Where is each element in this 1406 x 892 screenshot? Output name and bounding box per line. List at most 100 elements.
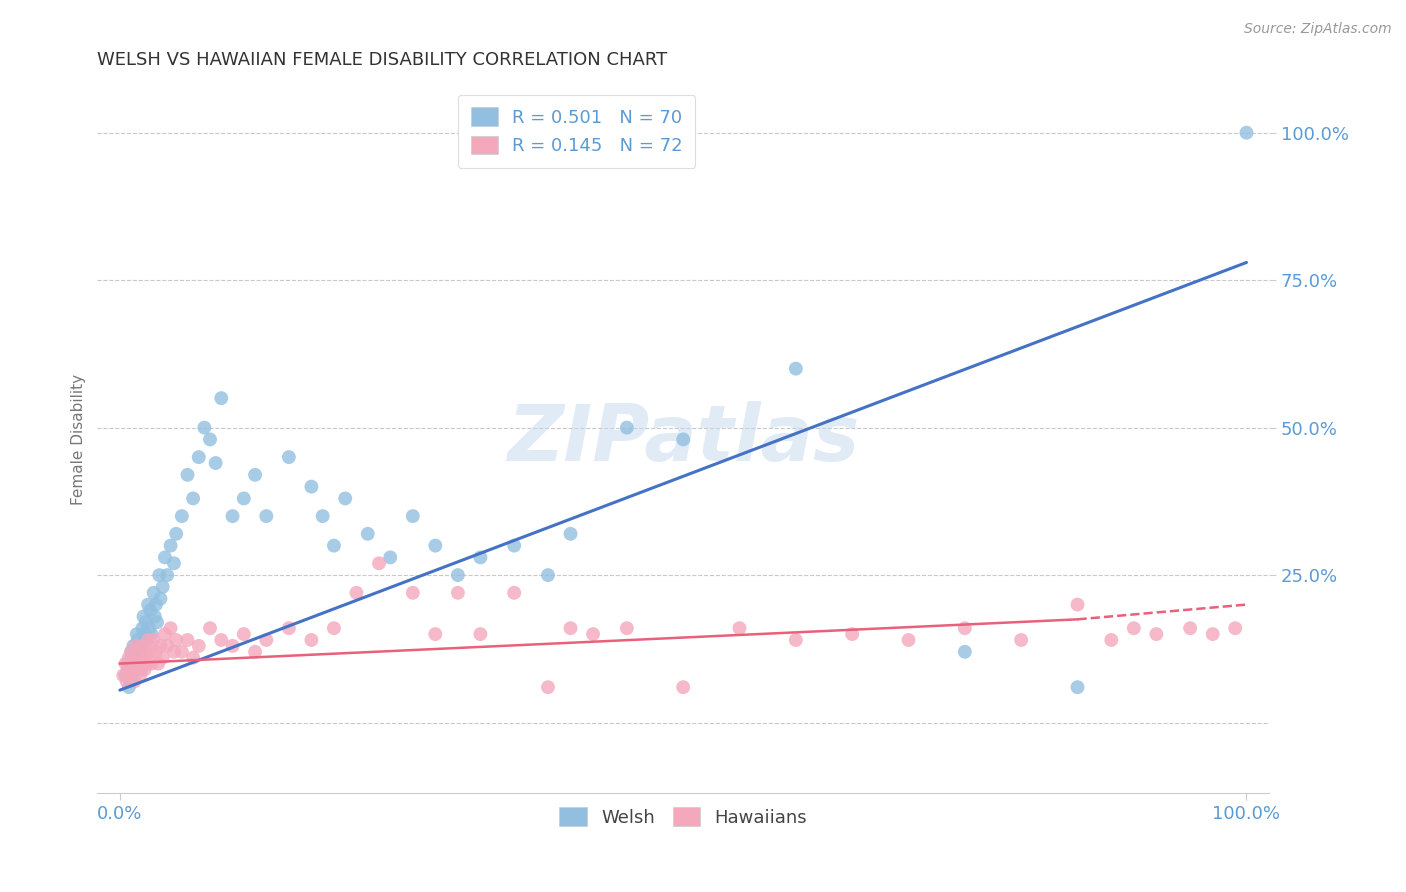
Point	[139, 645, 162, 659]
Point	[127, 632, 149, 647]
Point	[198, 621, 221, 635]
Point	[118, 680, 141, 694]
Point	[335, 491, 357, 506]
Point	[243, 645, 266, 659]
Point	[120, 663, 142, 677]
Point	[131, 621, 153, 635]
Point	[143, 609, 166, 624]
Point	[311, 509, 333, 524]
Point	[1178, 621, 1201, 635]
Y-axis label: Female Disability: Female Disability	[72, 374, 86, 505]
Point	[953, 621, 976, 635]
Point	[1010, 632, 1032, 647]
Point	[120, 645, 142, 659]
Point	[165, 526, 187, 541]
Point	[1066, 598, 1088, 612]
Point	[785, 361, 807, 376]
Point	[112, 668, 135, 682]
Point	[299, 632, 322, 647]
Point	[728, 621, 751, 635]
Point	[170, 509, 193, 524]
Point	[1099, 632, 1122, 647]
Point	[131, 639, 153, 653]
Legend: Welsh, Hawaiians: Welsh, Hawaiians	[553, 800, 814, 834]
Point	[125, 657, 148, 671]
Point	[142, 632, 165, 647]
Point	[163, 557, 186, 571]
Point	[221, 509, 243, 524]
Point	[139, 603, 162, 617]
Point	[136, 632, 159, 647]
Point	[346, 586, 368, 600]
Point	[138, 621, 160, 635]
Point	[425, 539, 447, 553]
Point	[672, 433, 695, 447]
Point	[153, 627, 176, 641]
Point	[148, 657, 170, 671]
Point	[176, 632, 198, 647]
Point	[425, 627, 447, 641]
Point	[470, 627, 492, 641]
Point	[380, 550, 402, 565]
Point	[129, 645, 152, 659]
Point	[537, 568, 560, 582]
Point	[136, 598, 159, 612]
Point	[616, 420, 638, 434]
Point	[146, 615, 169, 630]
Point	[142, 586, 165, 600]
Point	[149, 639, 172, 653]
Point	[129, 668, 152, 682]
Point	[193, 420, 215, 434]
Point	[135, 632, 157, 647]
Point	[1144, 627, 1167, 641]
Text: WELSH VS HAWAIIAN FEMALE DISABILITY CORRELATION CHART: WELSH VS HAWAIIAN FEMALE DISABILITY CORR…	[97, 51, 668, 69]
Point	[402, 586, 425, 600]
Point	[181, 491, 204, 506]
Point	[145, 645, 167, 659]
Point	[135, 657, 157, 671]
Point	[141, 657, 163, 671]
Point	[503, 539, 526, 553]
Point	[232, 627, 254, 641]
Point	[125, 627, 148, 641]
Point	[156, 639, 179, 653]
Point	[582, 627, 605, 641]
Point	[897, 632, 920, 647]
Point	[209, 632, 232, 647]
Point	[124, 674, 146, 689]
Point	[277, 450, 299, 464]
Point	[616, 621, 638, 635]
Point	[141, 627, 163, 641]
Point	[128, 657, 150, 671]
Point	[135, 645, 157, 659]
Point	[124, 639, 146, 653]
Point	[357, 526, 380, 541]
Point	[145, 598, 167, 612]
Point	[153, 550, 176, 565]
Point	[323, 539, 346, 553]
Point	[1236, 126, 1258, 140]
Point	[402, 509, 425, 524]
Point	[118, 663, 141, 677]
Point	[187, 639, 209, 653]
Point	[125, 650, 148, 665]
Point	[209, 391, 232, 405]
Point	[204, 456, 226, 470]
Point	[323, 621, 346, 635]
Point	[121, 663, 143, 677]
Point	[299, 480, 322, 494]
Point	[114, 668, 136, 682]
Point	[132, 650, 155, 665]
Point	[118, 650, 141, 665]
Point	[128, 663, 150, 677]
Point	[447, 586, 470, 600]
Point	[232, 491, 254, 506]
Point	[672, 680, 695, 694]
Point	[254, 509, 277, 524]
Point	[124, 657, 146, 671]
Point	[152, 650, 174, 665]
Text: ZIPatlas: ZIPatlas	[508, 401, 859, 477]
Point	[132, 609, 155, 624]
Point	[120, 650, 142, 665]
Point	[243, 467, 266, 482]
